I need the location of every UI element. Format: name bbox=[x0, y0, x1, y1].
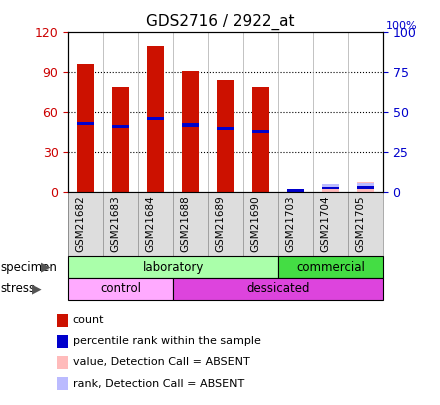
Text: commercial: commercial bbox=[296, 260, 365, 273]
Bar bbox=[112, 125, 129, 128]
Bar bbox=[252, 87, 269, 192]
Text: percentile rank within the sample: percentile rank within the sample bbox=[73, 337, 260, 346]
Text: stress: stress bbox=[0, 282, 35, 295]
Text: GSM21704: GSM21704 bbox=[320, 195, 330, 252]
Bar bbox=[322, 190, 339, 192]
Bar bbox=[356, 183, 374, 186]
Bar bbox=[68, 278, 173, 300]
Text: GSM21705: GSM21705 bbox=[356, 195, 365, 252]
Bar bbox=[322, 184, 339, 192]
Bar bbox=[217, 127, 234, 130]
Bar bbox=[77, 122, 95, 125]
Text: GDS2716 / 2922_at: GDS2716 / 2922_at bbox=[146, 14, 294, 30]
Bar bbox=[147, 46, 164, 192]
Bar bbox=[278, 256, 383, 278]
Text: ▶: ▶ bbox=[41, 260, 51, 273]
Text: count: count bbox=[73, 315, 104, 325]
Text: specimen: specimen bbox=[0, 260, 57, 273]
Bar bbox=[356, 186, 374, 189]
Bar bbox=[68, 256, 278, 278]
Bar bbox=[182, 71, 199, 192]
Bar bbox=[147, 117, 164, 120]
Bar bbox=[182, 124, 199, 127]
Bar bbox=[252, 130, 269, 133]
Text: value, Detection Call = ABSENT: value, Detection Call = ABSENT bbox=[73, 358, 249, 367]
Text: rank, Detection Call = ABSENT: rank, Detection Call = ABSENT bbox=[73, 379, 244, 388]
Text: 100%: 100% bbox=[385, 21, 417, 31]
Text: laboratory: laboratory bbox=[143, 260, 204, 273]
Bar bbox=[112, 87, 129, 192]
Text: GSM21690: GSM21690 bbox=[250, 195, 260, 252]
Text: ▶: ▶ bbox=[32, 282, 41, 295]
Text: GSM21688: GSM21688 bbox=[180, 195, 191, 252]
Bar bbox=[322, 186, 339, 189]
Bar bbox=[322, 184, 339, 188]
Text: GSM21684: GSM21684 bbox=[146, 195, 156, 252]
Bar bbox=[287, 189, 304, 192]
Text: dessicated: dessicated bbox=[246, 282, 310, 295]
Bar bbox=[173, 278, 383, 300]
Text: GSM21683: GSM21683 bbox=[110, 195, 121, 252]
Bar bbox=[217, 80, 234, 192]
Text: GSM21689: GSM21689 bbox=[216, 195, 226, 252]
Bar bbox=[356, 187, 374, 192]
Bar bbox=[77, 64, 95, 192]
Text: control: control bbox=[100, 282, 141, 295]
Text: GSM21682: GSM21682 bbox=[76, 195, 86, 252]
Text: GSM21703: GSM21703 bbox=[286, 195, 295, 252]
Bar bbox=[356, 181, 374, 192]
